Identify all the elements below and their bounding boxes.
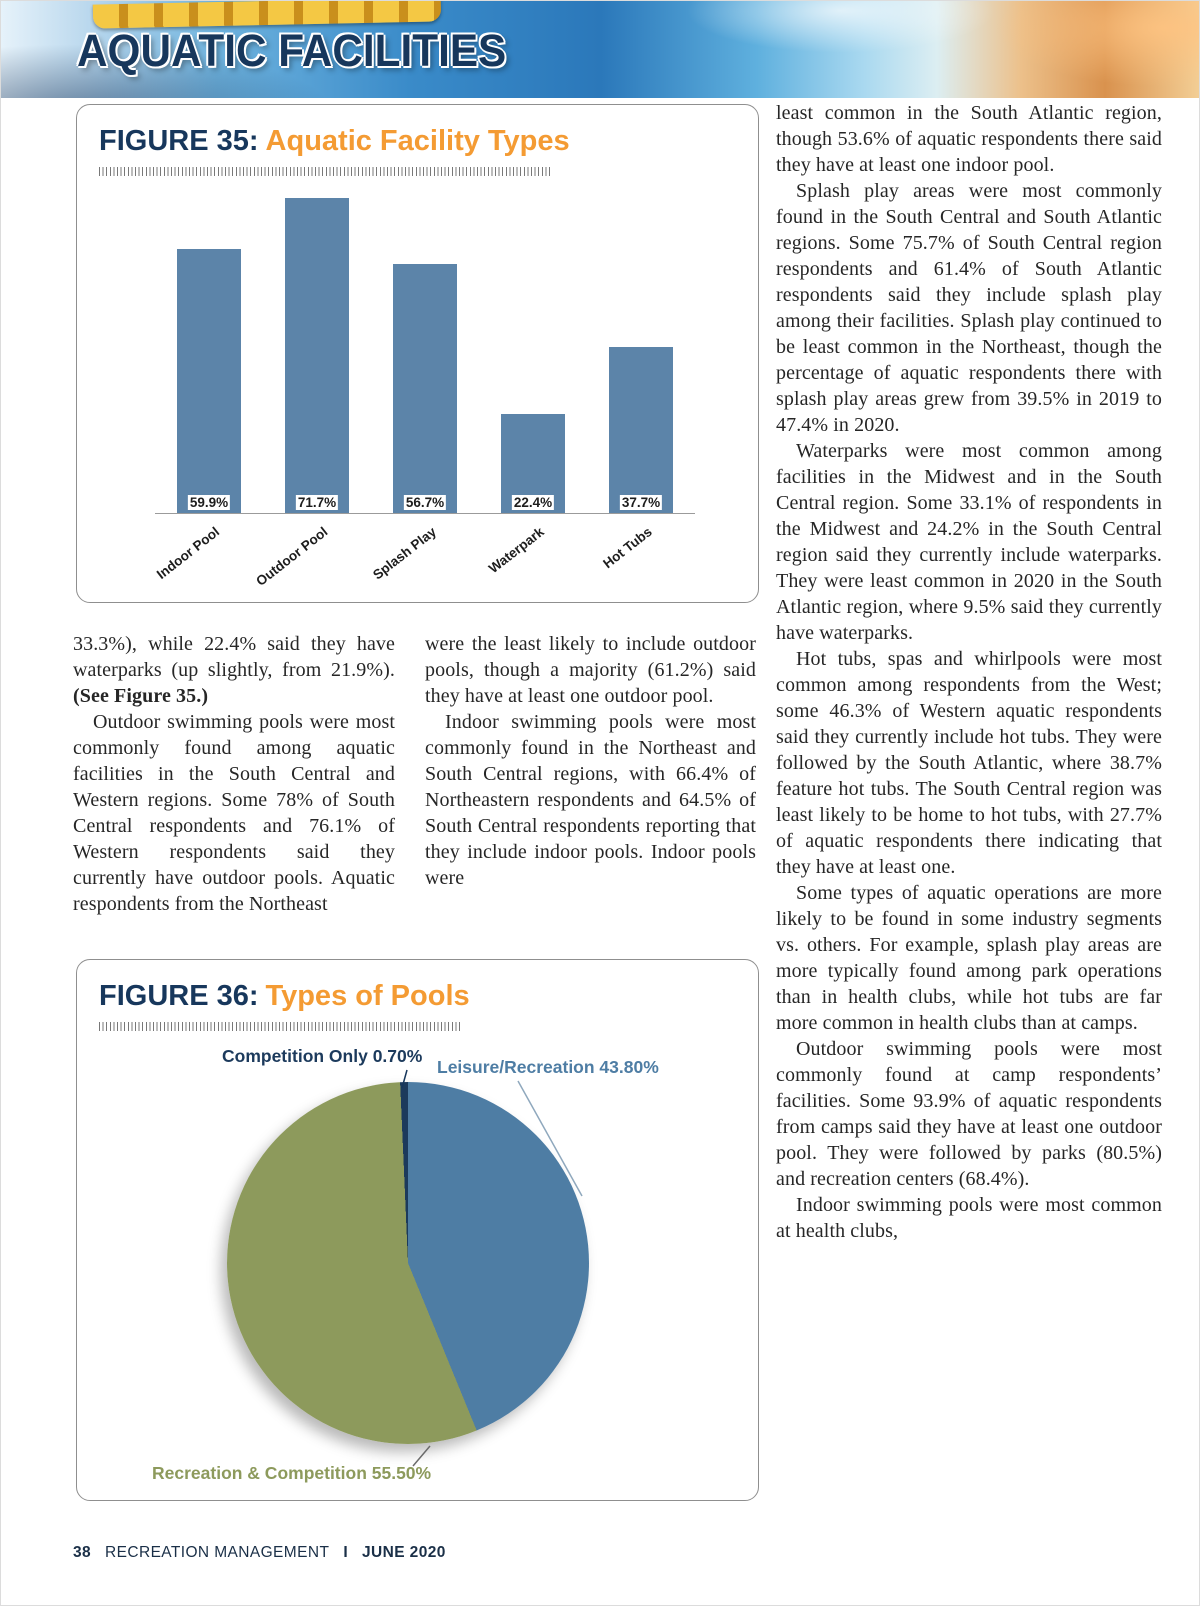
footer-separator: I <box>343 1544 349 1561</box>
pie-label-competition-only: Competition Only 0.70% <box>222 1046 423 1066</box>
bar-splash-play: 56.7% <box>393 263 457 513</box>
paragraph: Waterparks were most common among facili… <box>776 440 1162 644</box>
figure-35-heading: FIGURE 35: Aquatic Facility Types <box>99 125 570 158</box>
paragraph: Hot tubs, spas and whirlpools were most … <box>776 648 1162 878</box>
bar-value-label: 56.7% <box>403 495 447 510</box>
tick-divider <box>99 167 551 176</box>
bar-hot-tubs: 37.7% <box>609 347 673 513</box>
paragraph: Indoor swimming pools were most commonly… <box>425 711 756 889</box>
bar-value-label: 59.9% <box>187 495 231 510</box>
bar-chart: 59.9% 71.7% 56.7% 22.4% 37.7% Indoor Pool Out… <box>154 183 695 598</box>
paragraph: Outdoor swimming pools were most commonl… <box>776 1038 1162 1190</box>
category-tick: Splash Play <box>369 514 479 598</box>
paragraph: were the least likely to include outdoor… <box>425 633 756 707</box>
category-label: Hot Tubs <box>600 524 655 572</box>
bar-column: 71.7% <box>263 183 371 513</box>
tick-divider <box>99 1022 461 1031</box>
category-label: Splash Play <box>369 524 439 583</box>
bar-column: 59.9% <box>155 183 263 513</box>
magazine-name: RECREATION MANAGEMENT <box>105 1544 330 1561</box>
category-tick: Hot Tubs <box>587 514 695 598</box>
article-column-right: least common in the South Atlantic regio… <box>776 100 1162 1244</box>
paragraph: Outdoor swimming pools were most commonl… <box>73 711 395 915</box>
category-label: Indoor Pool <box>154 524 223 582</box>
paragraph: Some types of aquatic operations are mor… <box>776 882 1162 1034</box>
bar-value-label: 71.7% <box>295 495 339 510</box>
category-tick: Outdoor Pool <box>253 514 371 598</box>
pie-graphic <box>227 1082 589 1444</box>
page-number: 38 <box>73 1544 92 1561</box>
page-footer: 38 RECREATION MANAGEMENT I JUNE 2020 <box>73 1544 446 1562</box>
article-column-left: 33.3%), while 22.4% said they have water… <box>73 631 395 917</box>
pie-label-recreation-competition: Recreation & Competition 55.50% <box>152 1463 432 1483</box>
category-tick: Indoor Pool <box>154 514 263 598</box>
article-column-middle: were the least likely to include outdoor… <box>425 631 756 891</box>
issue-date: JUNE 2020 <box>362 1544 446 1561</box>
bar-column: 37.7% <box>587 183 695 513</box>
bar-column: 22.4% <box>479 183 587 513</box>
category-label: Outdoor Pool <box>253 524 331 589</box>
bold-reference: (See Figure 35.) <box>73 685 209 707</box>
paragraph: 33.3%), while 22.4% said they have water… <box>73 633 395 707</box>
figure-36-label: FIGURE 36: <box>99 980 259 1012</box>
bar-outdoor-pool: 71.7% <box>285 197 349 513</box>
category-tick: Waterpark <box>479 514 587 598</box>
figure-35-card: FIGURE 35: Aquatic Facility Types 59.9% 71… <box>76 104 759 603</box>
paragraph: least common in the South Atlantic regio… <box>776 102 1162 176</box>
bar-plot-area: 59.9% 71.7% 56.7% 22.4% 37.7% <box>155 183 695 514</box>
category-label: Waterpark <box>485 524 547 577</box>
pie-label-leisure-recreation: Leisure/Recreation 43.80% <box>437 1057 659 1077</box>
paragraph: Indoor swimming pools were most common a… <box>776 1194 1162 1242</box>
figure-35-title: Aquatic Facility Types <box>265 125 570 157</box>
bar-indoor-pool: 59.9% <box>177 249 241 513</box>
bar-waterpark: 22.4% <box>501 414 565 513</box>
bar-column: 56.7% <box>371 183 479 513</box>
page-title: AQUATIC FACILITIES <box>77 25 507 76</box>
figure-35-label: FIGURE 35: <box>99 125 259 157</box>
page-header: AQUATIC FACILITIES <box>1 1 1199 98</box>
bar-value-label: 22.4% <box>511 495 555 510</box>
bar-category-axis: Indoor Pool Outdoor Pool Splash Play Waterp… <box>154 514 695 598</box>
figure-36-card: FIGURE 36: Types of Pools Competition Onl… <box>76 959 759 1501</box>
figure-36-heading: FIGURE 36: Types of Pools <box>99 980 470 1013</box>
figure-36-title: Types of Pools <box>265 980 470 1012</box>
bar-value-label: 37.7% <box>619 495 663 510</box>
paragraph: Splash play areas were most commonly fou… <box>776 180 1162 436</box>
